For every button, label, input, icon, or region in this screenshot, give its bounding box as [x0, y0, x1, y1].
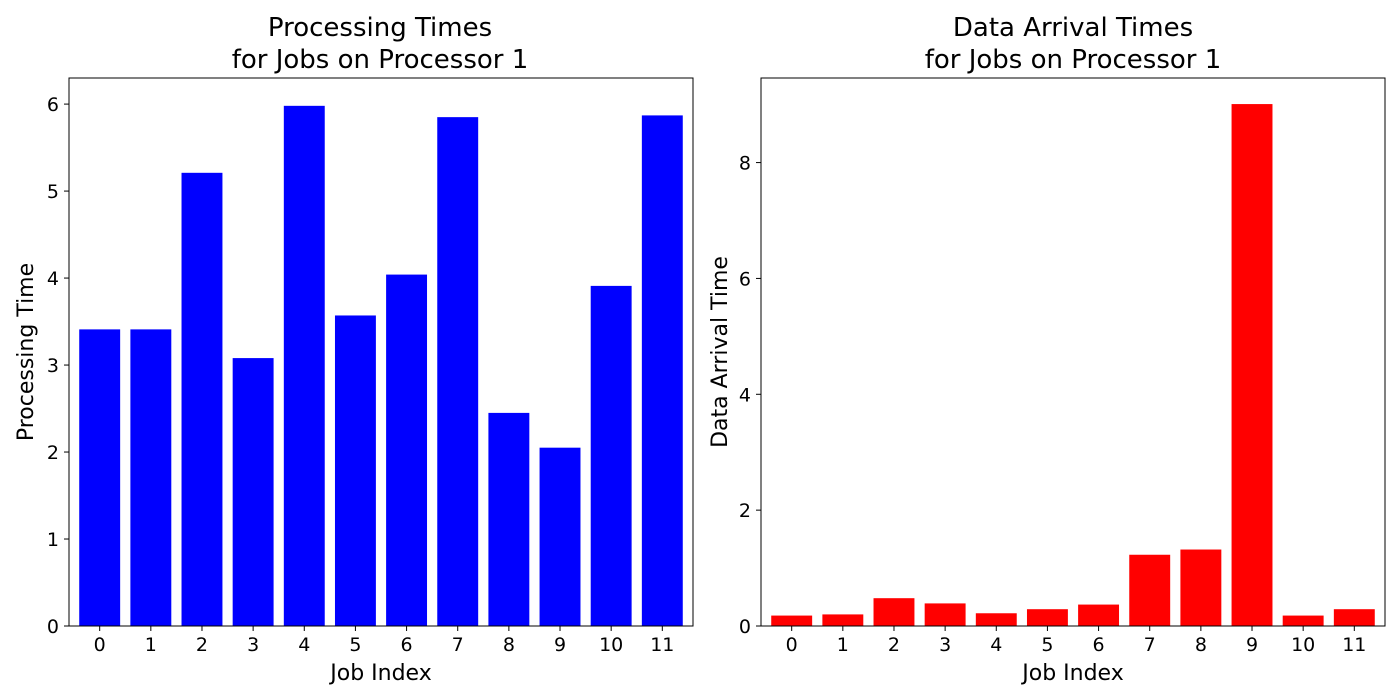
y-axis-ticks: 0 2 4 6 8: [739, 153, 761, 638]
bar: [1129, 554, 1171, 626]
x-tick-label: 11: [1342, 634, 1366, 656]
x-tick-label: 6: [401, 634, 413, 656]
y-tick-label: 4: [739, 384, 751, 406]
bar-group: [79, 105, 683, 627]
y-tick-label: 1: [47, 529, 59, 551]
x-tick-label: 9: [1246, 634, 1258, 656]
bar: [924, 603, 966, 626]
x-tick-label: 5: [1041, 634, 1053, 656]
bar: [437, 117, 479, 626]
x-tick-label: 7: [452, 634, 464, 656]
x-tick-label: 2: [888, 634, 900, 656]
plot-frame: [760, 77, 1386, 627]
bar: [283, 105, 325, 626]
x-tick-label: 10: [599, 634, 623, 656]
bar: [488, 412, 530, 626]
x-tick-label: 8: [1195, 634, 1207, 656]
bar: [386, 274, 428, 626]
chart-data-arrival-times: Data Arrival Times for Jobs on Processor…: [708, 13, 1386, 686]
y-tick-label: 6: [47, 94, 59, 116]
x-tick-label: 7: [1144, 634, 1156, 656]
y-axis-label: Data Arrival Time: [708, 256, 733, 448]
chart-title-line1: Data Arrival Times: [953, 13, 1193, 43]
y-tick-label: 4: [47, 268, 59, 290]
chart-processing-times: Processing Times for Jobs on Processor 1…: [14, 13, 694, 686]
x-tick-label: 6: [1093, 634, 1105, 656]
x-tick-label: 2: [196, 634, 208, 656]
x-tick-label: 3: [939, 634, 951, 656]
y-tick-label: 5: [47, 181, 59, 203]
bar: [873, 598, 915, 626]
y-tick-label: 8: [739, 153, 751, 175]
y-tick-label: 2: [739, 500, 751, 522]
x-tick-label: 10: [1291, 634, 1315, 656]
bar: [1026, 609, 1068, 626]
bar: [590, 285, 632, 626]
y-tick-label: 0: [739, 616, 751, 638]
y-axis-label: Processing Time: [14, 263, 39, 441]
bar: [1282, 615, 1324, 626]
x-tick-label: 9: [554, 634, 566, 656]
bar: [1333, 609, 1375, 626]
bar: [822, 614, 864, 626]
bar: [334, 315, 376, 626]
x-axis-label: Job Index: [1020, 661, 1123, 686]
x-tick-label: 4: [298, 634, 310, 656]
x-axis-ticks: 0 1 2 3 4 5 6 7 8 9 10 11: [94, 626, 674, 656]
bar: [232, 358, 274, 626]
x-tick-label: 1: [145, 634, 157, 656]
bar: [771, 615, 813, 626]
y-tick-label: 3: [47, 355, 59, 377]
x-tick-label: 8: [503, 634, 515, 656]
bar: [539, 447, 581, 626]
chart-title-line1: Processing Times: [268, 13, 492, 43]
y-tick-label: 6: [739, 268, 751, 290]
y-tick-label: 2: [47, 442, 59, 464]
bar: [975, 613, 1017, 626]
bar: [130, 329, 172, 626]
x-tick-label: 0: [94, 634, 106, 656]
bar: [1231, 104, 1273, 626]
chart-title-line2: for Jobs on Processor 1: [232, 45, 529, 75]
bar: [181, 172, 223, 626]
y-axis-ticks: 0 1 2 3 4 5 6: [47, 94, 69, 638]
bar: [1180, 549, 1222, 626]
x-axis-label: Job Index: [328, 661, 431, 686]
x-tick-label: 0: [786, 634, 798, 656]
x-tick-label: 1: [837, 634, 849, 656]
bar: [641, 115, 683, 627]
bar-group: [771, 104, 1375, 626]
chart-title-line2: for Jobs on Processor 1: [925, 45, 1222, 75]
y-tick-label: 0: [47, 616, 59, 638]
x-tick-label: 4: [990, 634, 1002, 656]
bar: [79, 329, 121, 626]
x-tick-label: 3: [247, 634, 259, 656]
x-axis-ticks: 0 1 2 3 4 5 6 7 8 9 10 11: [786, 626, 1366, 656]
plot-frame: [68, 77, 694, 627]
x-tick-label: 11: [650, 634, 674, 656]
x-tick-label: 5: [349, 634, 361, 656]
bar: [1078, 604, 1120, 626]
